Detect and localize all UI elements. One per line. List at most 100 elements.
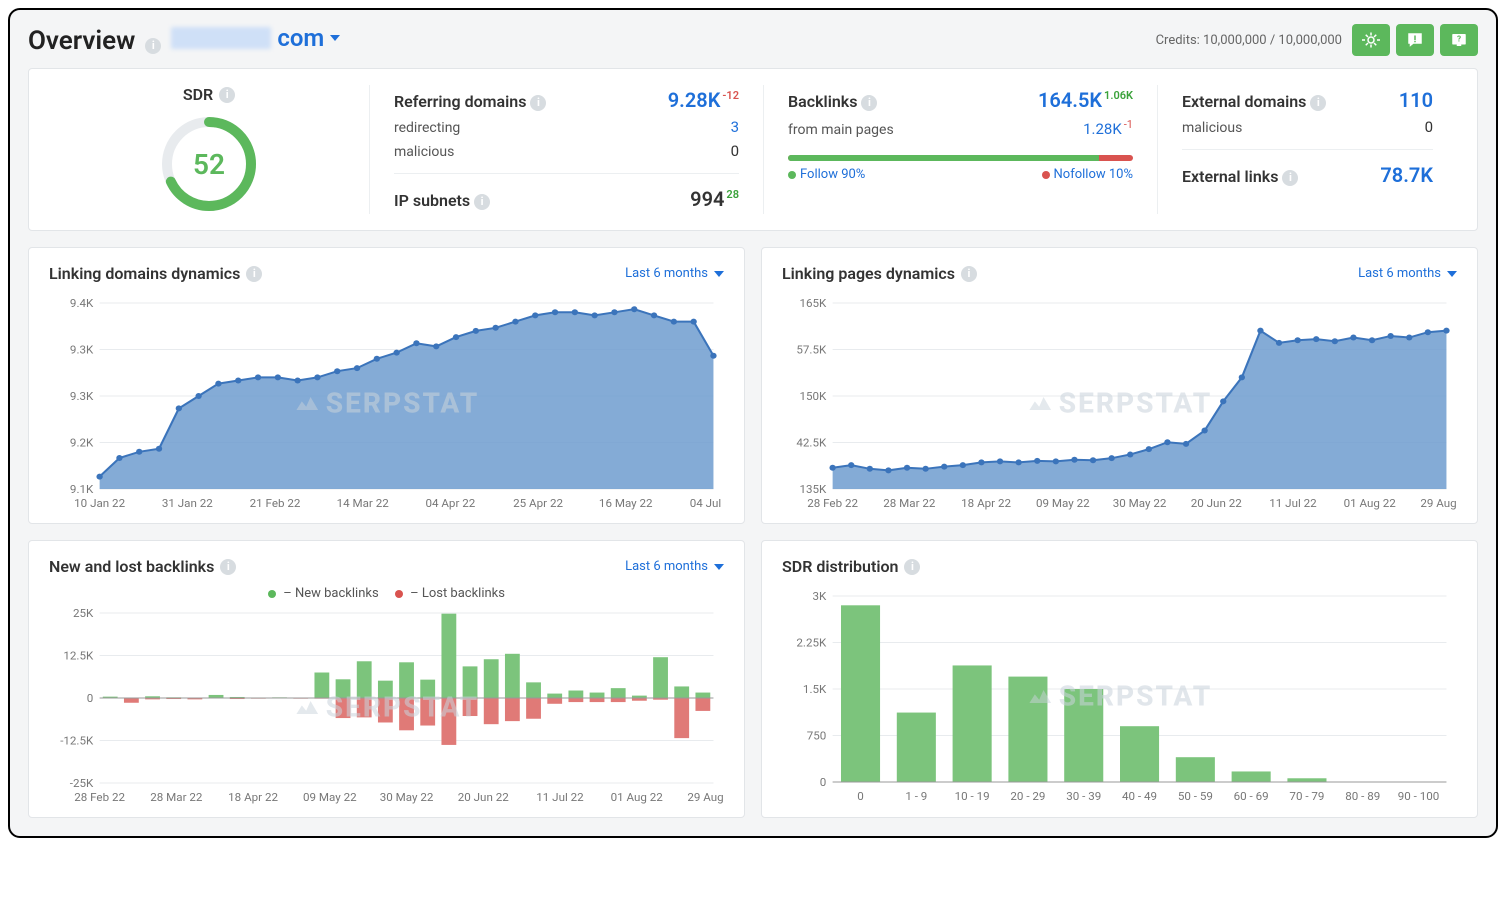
svg-text:57.5K: 57.5K [796,344,827,357]
info-icon[interactable]: i [1282,170,1298,186]
svg-text:14 Mar 22: 14 Mar 22 [337,497,389,510]
svg-text:0: 0 [87,692,94,705]
svg-text:135K: 135K [799,483,827,496]
info-icon[interactable]: i [1310,95,1326,111]
period-selector[interactable]: Last 6 months [1358,266,1457,281]
page-header: Overview i com Credits: 10,000,000 / 10,… [28,24,1478,56]
follow-ratio-bar [788,155,1133,161]
svg-text:04 Jul 22: 04 Jul 22 [690,497,724,510]
svg-text:28 Feb 22: 28 Feb 22 [807,497,858,510]
sdr-panel: SDR i 52 [49,85,369,214]
chevron-down-icon [1447,271,1457,277]
ref-malicious-label: malicious [394,144,454,160]
svg-text:30 May 22: 30 May 22 [380,791,434,804]
sdr-distribution-chart-card: SDR distributioni 07501.5K2.25K3K01 - 91… [761,540,1478,818]
follow-label: Follow 90% [788,167,865,182]
ip-subnets-value: 994 [690,187,724,211]
ref-domains-delta: -12 [722,89,739,102]
svg-text:90 - 100: 90 - 100 [1398,790,1440,803]
svg-text:1.5K: 1.5K [803,683,827,696]
svg-text:70 - 79: 70 - 79 [1289,790,1324,803]
svg-text:-25K: -25K [70,777,94,790]
svg-text:29 Aug 22: 29 Aug 22 [687,791,724,804]
svg-text:01 Aug 22: 01 Aug 22 [1344,497,1396,510]
chart-area: -25K-12.5K012.5K25K28 Feb 2228 Mar 2218 … [49,607,724,807]
svg-text:0: 0 [820,776,827,789]
sdr-gauge: 52 [159,114,259,214]
info-icon[interactable]: i [145,38,161,54]
linking-pages-chart-card: Linking pages dynamics i Last 6 months 13… [761,247,1478,524]
info-icon[interactable]: i [219,87,235,103]
svg-text:9.1K: 9.1K [70,483,94,496]
ext-malicious-label: malicious [1182,120,1242,136]
ext-domains-value[interactable]: 110 [1399,88,1433,112]
svg-text:28 Mar 22: 28 Mar 22 [883,497,935,510]
new-lost-backlinks-chart-card: New and lost backlinksi Last 6 months – … [28,540,745,818]
svg-text:80 - 89: 80 - 89 [1345,790,1380,803]
sdr-label: SDR [183,85,213,104]
svg-text:42.5K: 42.5K [796,437,827,450]
info-icon[interactable]: i [246,266,262,282]
svg-text:11 Jul 22: 11 Jul 22 [1269,497,1316,510]
backlinks-delta: 1.06K [1104,89,1133,102]
svg-text:9.2K: 9.2K [70,437,94,450]
backlinks-label: Backlinks [788,92,857,111]
feedback-icon-button[interactable] [1396,24,1434,56]
svg-text:18 Apr 22: 18 Apr 22 [961,497,1011,510]
domain-suffix: com [277,24,324,52]
svg-text:01 Aug 22: 01 Aug 22 [611,791,663,804]
svg-text:20 Jun 22: 20 Jun 22 [458,791,509,804]
ip-subnets-delta: 28 [726,188,739,201]
svg-text:18 Apr 22: 18 Apr 22 [228,791,278,804]
svg-text:1 - 9: 1 - 9 [905,790,927,803]
svg-text:25 Apr 22: 25 Apr 22 [513,497,563,510]
domain-selector[interactable]: com [171,24,340,52]
chart-title: Linking pages dynamics [782,264,955,283]
ext-malicious-value: 0 [1425,118,1433,136]
svg-text:9.3K: 9.3K [70,344,94,357]
info-icon[interactable]: i [220,559,236,575]
svg-text:150K: 150K [799,390,827,403]
ref-domains-value[interactable]: 9.28K [668,88,721,112]
period-selector[interactable]: Last 6 months [625,559,724,574]
chart-title: Linking domains dynamics [49,264,240,283]
svg-text:165K: 165K [799,297,827,310]
svg-text:20 - 29: 20 - 29 [1010,790,1045,803]
svg-text:25K: 25K [73,607,94,620]
backlinks-mainpages-delta: -1 [1124,118,1133,131]
chevron-down-icon [714,564,724,570]
svg-text:11 Jul 22: 11 Jul 22 [536,791,583,804]
info-icon[interactable]: i [474,194,490,210]
chart-title: SDR distribution [782,557,898,576]
svg-text:29 Aug 22: 29 Aug 22 [1420,497,1457,510]
svg-text:28 Feb 22: 28 Feb 22 [74,791,125,804]
svg-text:31 Jan 22: 31 Jan 22 [162,497,213,510]
backlinks-value[interactable]: 164.5K [1038,88,1102,112]
chart-grid: Linking domains dynamicsi Last 6 months … [28,247,1478,818]
svg-text:750: 750 [807,730,827,743]
chevron-down-icon [714,271,724,277]
crawler-icon-button[interactable] [1352,24,1390,56]
svg-text:0: 0 [857,790,864,803]
svg-text:2.25K: 2.25K [796,637,827,650]
svg-text:-12.5K: -12.5K [60,735,94,748]
info-icon[interactable]: i [904,559,920,575]
info-icon[interactable]: i [861,95,877,111]
svg-text:28 Mar 22: 28 Mar 22 [150,791,202,804]
help-icon-button[interactable]: ? [1440,24,1478,56]
nofollow-label: Nofollow 10% [1042,167,1134,182]
info-icon[interactable]: i [961,266,977,282]
svg-text:10 Jan 22: 10 Jan 22 [74,497,125,510]
svg-text:16 May 22: 16 May 22 [599,497,653,510]
info-icon[interactable]: i [530,95,546,111]
ref-domains-label: Referring domains [394,92,526,111]
ref-redirecting-label: redirecting [394,120,460,136]
svg-text:04 Apr 22: 04 Apr 22 [425,497,475,510]
ref-redirecting-value[interactable]: 3 [731,118,739,136]
period-selector[interactable]: Last 6 months [625,266,724,281]
ext-domains-label: External domains [1182,92,1306,111]
svg-text:?: ? [1457,35,1461,45]
dashboard-frame: Overview i com Credits: 10,000,000 / 10,… [8,8,1498,838]
ext-links-value[interactable]: 78.7K [1380,163,1433,187]
backlinks-mainpages-value[interactable]: 1.28K [1083,120,1122,138]
